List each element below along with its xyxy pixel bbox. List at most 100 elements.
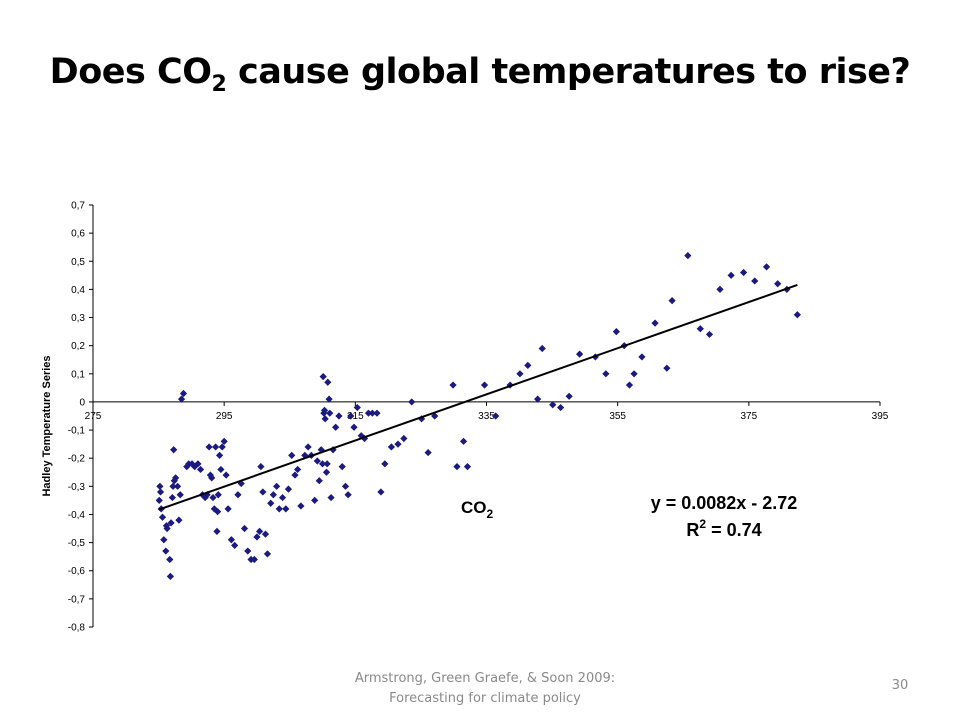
data-point [368,409,376,417]
data-point [284,485,293,493]
y-tick-label: -0,4 [68,510,86,521]
data-point [206,471,214,479]
data-point [205,443,213,451]
data-point [172,474,180,482]
data-point [294,465,302,474]
y-tick-label: 0,1 [71,369,85,380]
data-point [166,572,174,580]
r-squared-label: R2 = 0.74 [686,517,761,540]
slide-footer: Armstrong, Green Graefe, & Soon 2009: Fo… [330,669,640,709]
data-point [255,527,264,535]
data-point [705,330,714,339]
data-point [175,516,183,524]
data-point [194,460,202,468]
data-point [332,423,340,431]
y-tick-label: 0,7 [71,201,85,212]
data-point [273,482,281,490]
y-axis-title: Hadley Temperature Series [41,355,53,496]
data-point [174,482,182,490]
data-point [394,440,402,448]
data-point [220,437,228,445]
data-point [313,457,321,465]
data-point [612,328,620,336]
data-point [364,409,373,417]
data-point [269,491,277,499]
data-point [218,443,226,451]
data-point [244,547,252,555]
y-axis-ticks: 0,7 0,6 0,5 0,4 0,3 0,2 0,1 0 -0,1 -0,2 -0,3 -0,4 -0… [68,201,93,634]
data-point [492,412,500,420]
data-point [480,381,489,389]
data-point [234,491,242,499]
data-point [291,471,299,479]
data-point [259,488,267,496]
x-axis-ticks: 275 295 315 335 355 375 395 [85,401,889,422]
data-point [565,392,573,400]
data-point [602,370,610,378]
data-point [576,350,584,358]
data-point [373,409,381,417]
y-tick-label: 0,6 [71,229,85,240]
data-point [684,252,692,260]
x-axis-title-subscript: 2 [487,507,494,521]
data-point [191,463,199,471]
data-point [170,446,178,454]
data-point [224,505,232,513]
data-point [344,491,352,499]
data-point [215,451,224,459]
data-point [341,482,350,490]
data-point [304,443,312,451]
data-point [347,412,355,420]
title-subscript: 2 [211,72,227,97]
data-point [651,319,659,327]
data-point [168,493,176,502]
data-point [212,443,220,451]
data-point [214,508,222,516]
x-tick-label: 395 [872,411,889,422]
data-point [320,406,329,414]
data-point [177,395,186,403]
y-tick-label: 0,4 [71,285,85,296]
data-point [321,415,329,423]
data-point [158,513,167,521]
data-point [353,403,361,412]
y-tick-label: 0 [79,397,85,408]
data-point [322,468,331,476]
y-tick-label: 0,3 [71,313,85,324]
data-point [169,482,177,490]
data-point [696,325,704,333]
data-point [453,463,461,471]
data-point [524,361,532,369]
footer-citation-line1: Armstrong, Green Graefe, & Soon 2009: [354,671,616,686]
data-point [155,496,163,504]
page-number: 30 [891,678,909,693]
data-point [327,493,335,502]
data-point [762,263,771,271]
data-point [179,389,188,398]
data-point [668,297,676,305]
data-point [424,448,432,457]
data-point [209,493,217,502]
data-point [253,533,261,541]
data-point [275,505,283,513]
data-point [381,460,389,468]
data-point [208,474,216,482]
data-point [449,381,457,389]
x-axis-title-main: CO [461,498,487,517]
data-point [222,471,230,479]
y-tick-label: -0,5 [68,538,86,549]
data-point [166,555,174,564]
data-point [156,482,164,490]
data-point [350,423,358,431]
data-point [210,505,218,513]
data-point [774,280,782,288]
data-point [377,488,385,496]
y-tick-label: -0,6 [68,566,86,577]
x-tick-label: 275 [85,411,102,422]
data-point [214,491,222,499]
x-tick-label: 315 [347,411,364,422]
data-point [176,491,184,499]
data-point [387,443,396,451]
data-point [463,463,472,471]
data-point [250,555,258,564]
